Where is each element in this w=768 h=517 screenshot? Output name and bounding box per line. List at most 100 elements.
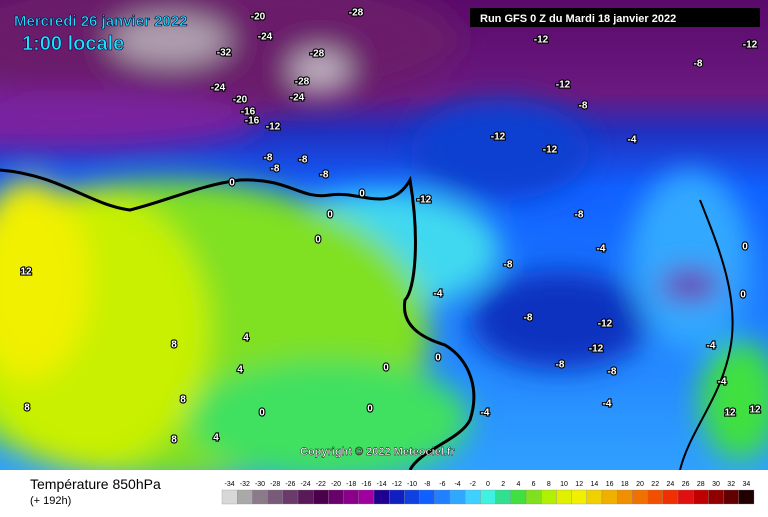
scale-label: 6 bbox=[532, 481, 536, 488]
map-label: -12 bbox=[589, 344, 604, 355]
map-label: -12 bbox=[556, 80, 571, 91]
scale-swatch bbox=[662, 489, 679, 505]
map-label: 4 bbox=[237, 365, 243, 376]
color-scale: -34 -32 -30 -28 -26 -24 -22 -20 -18 -16 -14 -12 -10-… bbox=[221, 481, 755, 505]
scale-swatch bbox=[708, 489, 724, 505]
map-label: -8 bbox=[299, 155, 308, 166]
scale-swatch bbox=[677, 489, 694, 505]
map-label: 0 bbox=[742, 242, 748, 253]
scale-swatch bbox=[723, 489, 739, 505]
footer-title: Température 850hPa bbox=[30, 476, 161, 492]
map-label: 8 bbox=[171, 435, 177, 446]
map-label: -8 bbox=[320, 170, 329, 181]
map-label: -28 bbox=[295, 77, 310, 88]
map-label: 0 bbox=[383, 363, 389, 374]
scale-label: 12 bbox=[575, 481, 583, 488]
map-label: 8 bbox=[180, 395, 186, 406]
map-label: -12 bbox=[491, 132, 506, 143]
map-label: -8 bbox=[694, 59, 703, 70]
scale-label: -34 bbox=[225, 481, 235, 488]
copyright: Copyright © 2022 Meteociel.fr bbox=[300, 446, 456, 458]
run-info: Run GFS 0 Z du Mardi 18 janvier 2022 bbox=[480, 13, 676, 25]
map-label: 0 bbox=[740, 290, 746, 301]
scale-swatch bbox=[571, 489, 587, 505]
map-label: 4 bbox=[243, 333, 249, 344]
scale-label: -20 bbox=[331, 481, 341, 488]
scale-swatch bbox=[313, 489, 329, 505]
scale-label: 26 bbox=[682, 481, 690, 488]
scale-label: -30 bbox=[255, 481, 265, 488]
map-label: 0 bbox=[229, 178, 235, 189]
scale-label: 32 bbox=[727, 481, 735, 488]
scale-label: -4 bbox=[454, 481, 460, 488]
map-label: -28 bbox=[310, 49, 325, 60]
scale-label: 8 bbox=[547, 481, 551, 488]
scale-swatch bbox=[237, 489, 253, 505]
scale-swatch bbox=[449, 489, 466, 505]
scale-label: -2 bbox=[470, 481, 476, 488]
scale-label: 10 bbox=[560, 481, 568, 488]
scale-label: -16 bbox=[361, 481, 371, 488]
scale-swatch bbox=[389, 489, 405, 505]
map-label: 8 bbox=[24, 403, 30, 414]
scale-swatch bbox=[617, 489, 633, 505]
scale-label: -14 bbox=[377, 481, 387, 488]
footer-lead: (+ 192h) bbox=[30, 495, 71, 507]
map-label: 0 bbox=[435, 353, 441, 364]
map-label: -8 bbox=[556, 360, 565, 371]
scale-label: -24 bbox=[301, 481, 311, 488]
scale-swatch bbox=[738, 489, 755, 505]
scale-swatch bbox=[434, 489, 451, 505]
map-label: -12 bbox=[543, 145, 558, 156]
map-label: -4 bbox=[707, 341, 716, 352]
scale-swatch bbox=[480, 489, 496, 505]
map-label: -24 bbox=[258, 32, 273, 43]
scale-label: 24 bbox=[667, 481, 675, 488]
scale-swatch bbox=[465, 489, 481, 505]
scale-label: -22 bbox=[316, 481, 326, 488]
scale-swatch bbox=[556, 489, 572, 505]
scale-label: -12 bbox=[392, 481, 402, 488]
map-label: -4 bbox=[481, 408, 490, 419]
scale-swatch bbox=[373, 489, 390, 505]
scale-swatch bbox=[282, 489, 299, 505]
scale-label: -26 bbox=[285, 481, 295, 488]
scale-swatch bbox=[358, 489, 375, 505]
scale-label: 20 bbox=[636, 481, 644, 488]
scale-swatch bbox=[328, 489, 344, 505]
map-label: 0 bbox=[367, 404, 373, 415]
map-label: -4 bbox=[603, 399, 612, 410]
map-label: -12 bbox=[743, 40, 758, 51]
map-label: -16 bbox=[245, 116, 260, 127]
map-label: -8 bbox=[271, 164, 280, 175]
scale-swatch bbox=[404, 489, 420, 505]
scale-label: 28 bbox=[697, 481, 705, 488]
scale-swatch bbox=[525, 489, 542, 505]
scale-swatch bbox=[495, 489, 511, 505]
map-label: -8 bbox=[264, 153, 273, 164]
map-label: -8 bbox=[579, 101, 588, 112]
map-label: -8 bbox=[524, 313, 533, 324]
scale-swatch bbox=[267, 489, 283, 505]
scale-label: -32 bbox=[240, 481, 250, 488]
map-label: 12 bbox=[20, 267, 32, 278]
map-label: 12 bbox=[724, 408, 736, 419]
map-label: -12 bbox=[417, 195, 432, 206]
scale-swatch bbox=[343, 489, 359, 505]
scale-label: -8 bbox=[424, 481, 430, 488]
map-label: -12 bbox=[598, 319, 613, 330]
map-label: -32 bbox=[217, 48, 232, 59]
map-label: -28 bbox=[349, 8, 364, 19]
scale-label: 34 bbox=[743, 481, 751, 488]
map-label: -12 bbox=[534, 35, 549, 46]
map-label: -8 bbox=[575, 210, 584, 221]
map-label: 0 bbox=[327, 210, 333, 221]
map-label: -4 bbox=[434, 289, 443, 300]
scale-label: 0 bbox=[486, 481, 490, 488]
map-label: -12 bbox=[266, 122, 281, 133]
scale-label: 2 bbox=[501, 481, 505, 488]
scale-swatch bbox=[252, 489, 268, 505]
map-label: 0 bbox=[359, 189, 365, 200]
